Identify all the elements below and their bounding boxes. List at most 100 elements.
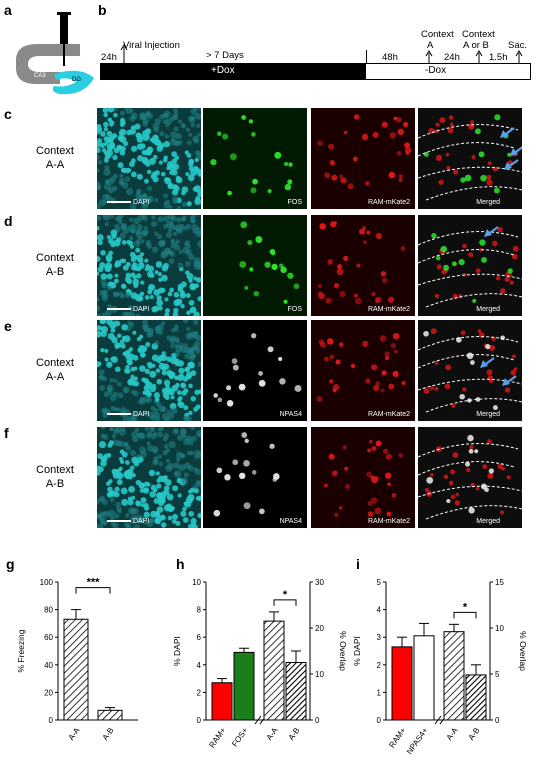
bar — [97, 709, 123, 721]
row-label-line1: Context — [36, 357, 74, 369]
tick-label: 10 — [192, 578, 201, 587]
tile-label: FOS — [287, 199, 302, 206]
context-a-label: Context — [421, 29, 454, 40]
tile-label: RAM-mKate2 — [367, 199, 410, 206]
bar — [233, 651, 255, 721]
row-label-line1: Context — [36, 252, 74, 264]
viral-arrow-icon — [120, 44, 128, 63]
axis-label: % Overlap — [518, 631, 528, 671]
tick-label: 1 — [377, 688, 382, 697]
tile-label: Merged — [476, 199, 500, 206]
tick-label: 20 — [44, 688, 53, 697]
axis-label: % DAPI — [352, 636, 362, 666]
row-label-line1: Context — [36, 464, 74, 476]
micrograph-marker: FOS — [203, 215, 307, 316]
nodox-bar — [365, 63, 531, 80]
tile-label: RAM-mKate2 — [367, 411, 410, 418]
tile-label: Merged — [476, 306, 500, 313]
axis-label: % DAPI — [172, 636, 182, 666]
tick-label: 5 — [495, 670, 500, 679]
category-label: FOS+ — [230, 726, 250, 749]
tick-label: 100 — [40, 578, 54, 587]
chart-i: 0 1 2 3 4 5 % DAPI 0 5 10 15 % Overlap RAM+NPAS4+ A-A… — [352, 578, 528, 756]
row-label-line2: A-A — [45, 371, 65, 383]
dox-bar — [100, 63, 365, 80]
category-label: RAM+ — [207, 726, 227, 750]
timeline-48h: 48h — [382, 52, 398, 63]
tick-label: 15 — [495, 578, 504, 587]
tick-label: 30 — [315, 578, 324, 587]
significance-bracket — [453, 611, 477, 619]
micrograph-merged: Merged — [418, 427, 522, 528]
category-label: A-B — [467, 726, 482, 742]
panel-letter-f: f — [4, 425, 9, 441]
micrograph-merged: Merged — [418, 215, 522, 316]
tick-label: 8 — [197, 606, 202, 615]
chart-h: 0 2 4 6 8 10 % DAPI 0 10 20 30 % Overlap RAM+ FOS+ A-A… — [172, 578, 348, 750]
context-ab-arrow-icon — [475, 50, 483, 64]
significance-marker: *** — [87, 577, 101, 589]
tile-label: DAPI — [133, 306, 150, 313]
annotation-arrow-icon — [484, 226, 499, 237]
tile-label: FOS — [287, 306, 302, 313]
panel-letter-h: h — [176, 556, 185, 572]
context-ab-letters: A or B — [463, 40, 489, 51]
panel-letter-i: i — [356, 556, 360, 572]
panel-letter-a: a — [4, 2, 12, 18]
micrograph-dapi: DAPI — [97, 320, 201, 421]
row-label-line2: A-B — [45, 478, 65, 490]
scale-bar — [107, 520, 131, 522]
micrograph-merged: Merged — [418, 320, 522, 421]
ca1-label: CA1 — [43, 57, 55, 63]
significance-bracket — [75, 587, 111, 594]
hippocampus-schematic — [16, 12, 94, 95]
tick-label: 5 — [377, 578, 382, 587]
sac-arrow-icon — [515, 50, 523, 64]
annotation-arrow-icon — [502, 375, 517, 386]
dox-label: +Dox — [211, 65, 235, 76]
tick-label: 2 — [377, 661, 382, 670]
category-label: A-A — [67, 725, 82, 742]
category-label: NPAS4+ — [405, 726, 430, 756]
row-label: Context A-A — [20, 144, 90, 172]
micrograph-ram: RAM-mKate2 — [311, 215, 415, 316]
tile-label: DAPI — [133, 411, 150, 418]
tick-label: 20 — [315, 624, 324, 633]
tick-label: 10 — [495, 624, 504, 633]
tile-label: DAPI — [133, 518, 150, 525]
panel-letter-e: e — [4, 318, 12, 334]
significance-marker: * — [463, 601, 468, 613]
bar — [263, 620, 285, 721]
bar — [443, 631, 465, 721]
scale-bar — [107, 308, 131, 310]
tile-label: NPAS4 — [279, 411, 302, 418]
significance-marker: * — [283, 589, 288, 601]
tick-label: 0 — [377, 716, 382, 725]
bar — [391, 646, 413, 721]
ca3-label: CA3 — [34, 73, 46, 79]
row-label: Context A-A — [20, 356, 90, 384]
tick-label: 80 — [44, 606, 53, 615]
context-a-letter: A — [427, 40, 434, 51]
tick-label: 0 — [495, 716, 500, 725]
panel-letter-g: g — [6, 556, 15, 572]
panel-letter-b: b — [98, 2, 107, 18]
scale-bar — [107, 201, 131, 203]
dg-label: DG — [72, 77, 81, 83]
tick-label: 0 — [315, 716, 320, 725]
annotation-arrow-icon — [504, 159, 519, 170]
tile-label: NPAS4 — [279, 518, 302, 525]
tick-label: 0 — [197, 716, 202, 725]
micrograph-dapi: DAPI — [97, 215, 201, 316]
tile-label: Merged — [476, 518, 500, 525]
axis-break — [434, 715, 442, 725]
micrograph-dapi: DAPI — [97, 427, 201, 528]
context-ab-label: Context — [462, 29, 495, 40]
nodox-label: -Dox — [425, 65, 447, 76]
category-label: A-A — [265, 725, 280, 742]
micrograph-ram: RAM-mKate2 — [311, 427, 415, 528]
tick-label: 4 — [377, 606, 382, 615]
scale-bar — [107, 413, 131, 415]
axis-label: % Overlap — [338, 631, 348, 671]
row-label: Context A-B — [20, 463, 90, 491]
